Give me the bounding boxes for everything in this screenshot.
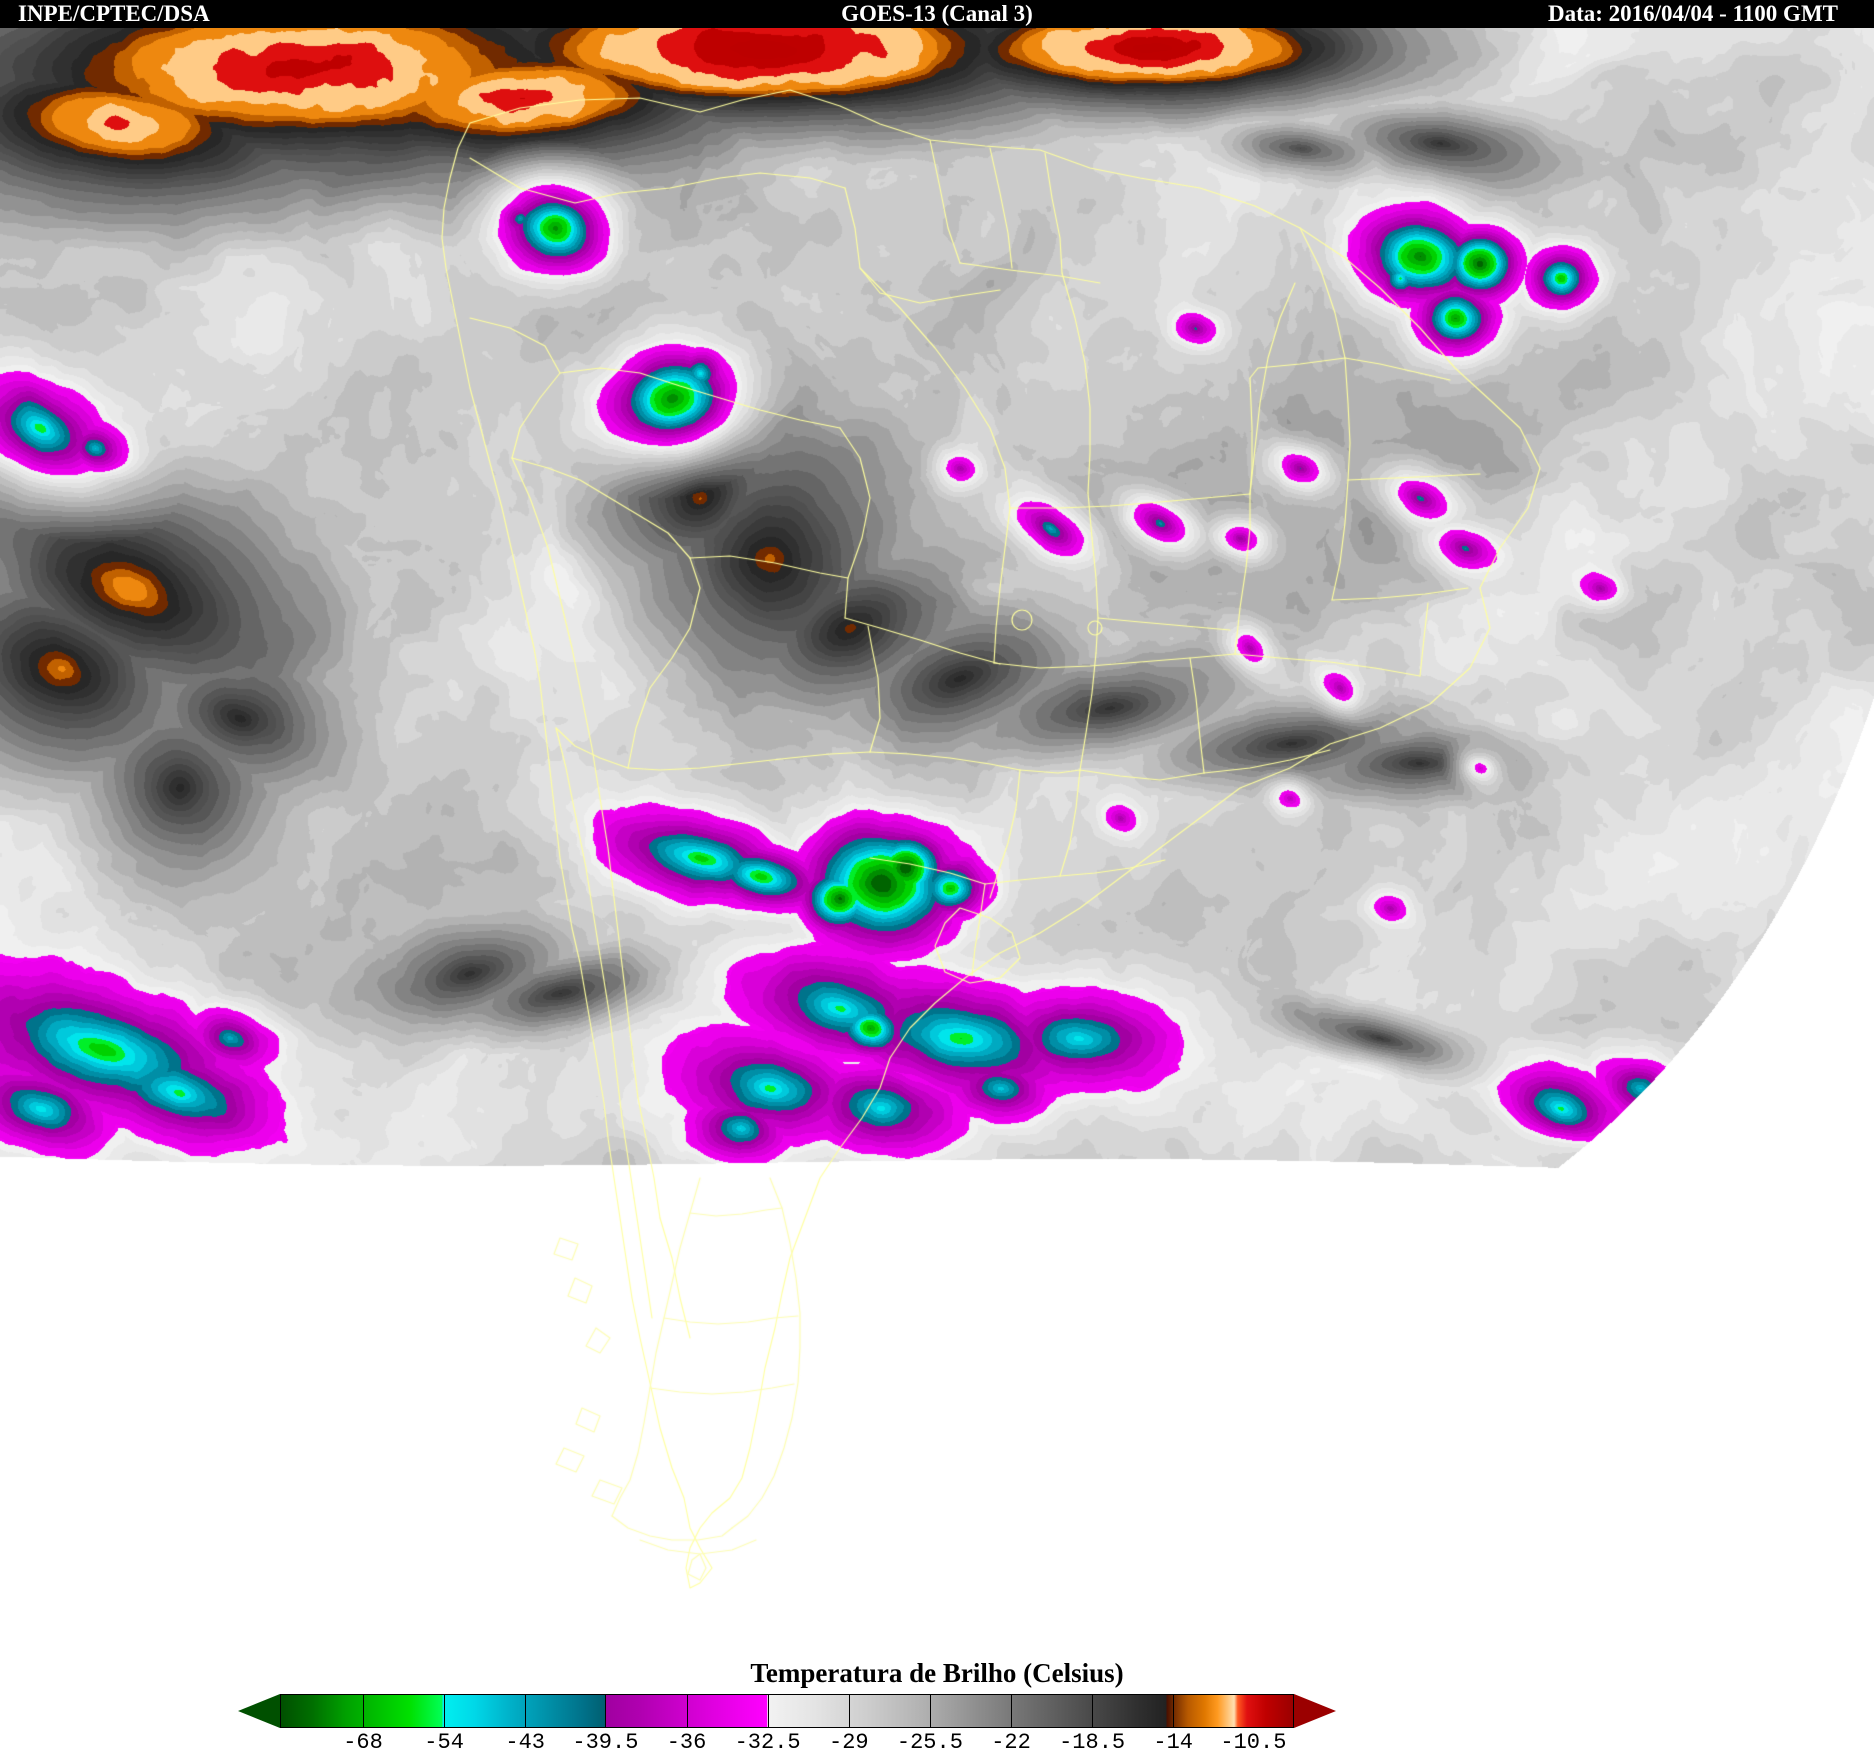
colorbar-tick-label: -25.5 xyxy=(896,1730,963,1755)
colorbar-tick-label: -36 xyxy=(666,1730,707,1755)
colorbar-tick-label: -18.5 xyxy=(1059,1730,1126,1755)
colorbar-gradient xyxy=(280,1694,1294,1728)
colorbar-tick-label: -14 xyxy=(1153,1730,1193,1755)
colorbar-low-extend-arrow-icon xyxy=(238,1694,280,1728)
satellite-channel-label: GOES-13 (Canal 3) xyxy=(841,1,1033,26)
colorbar-tick-label: -68 xyxy=(343,1730,383,1755)
colorbar-title: Temperatura de Brilho (Celsius) xyxy=(750,1658,1124,1688)
colorbar-tick-label: -22 xyxy=(991,1730,1031,1755)
satellite-image-panel xyxy=(0,28,1874,1618)
satellite-brightness-temperature-map xyxy=(0,28,1874,1618)
colorbar xyxy=(230,1694,1344,1728)
title-bar: INPE/CPTEC/DSA GOES-13 (Canal 3) Data: 2… xyxy=(0,0,1874,28)
colorbar-tick-label: -54 xyxy=(424,1730,464,1755)
datetime-label: Data: 2016/04/04 - 1100 GMT xyxy=(1547,1,1838,26)
colorbar-tick-label: -10.5 xyxy=(1220,1730,1287,1755)
colorbar-tick-labels: -68 -54 -43 -39.5 -36 -32.5 -29 -25.5 -22 -18.5 -1… xyxy=(230,1730,1344,1760)
colorbar-tick-label: -43 xyxy=(505,1730,545,1755)
colorbar-area: Temperatura de Brilho (Celsius) -68 -54 -4… xyxy=(0,1618,1874,1755)
colorbar-tick-label: -32.5 xyxy=(734,1730,801,1755)
colorbar-tick-label: -39.5 xyxy=(572,1730,639,1755)
colorbar-tick-label: -29 xyxy=(828,1730,869,1755)
colorbar-high-extend-arrow-icon xyxy=(1294,1694,1336,1728)
agency-label: INPE/CPTEC/DSA xyxy=(18,1,210,26)
